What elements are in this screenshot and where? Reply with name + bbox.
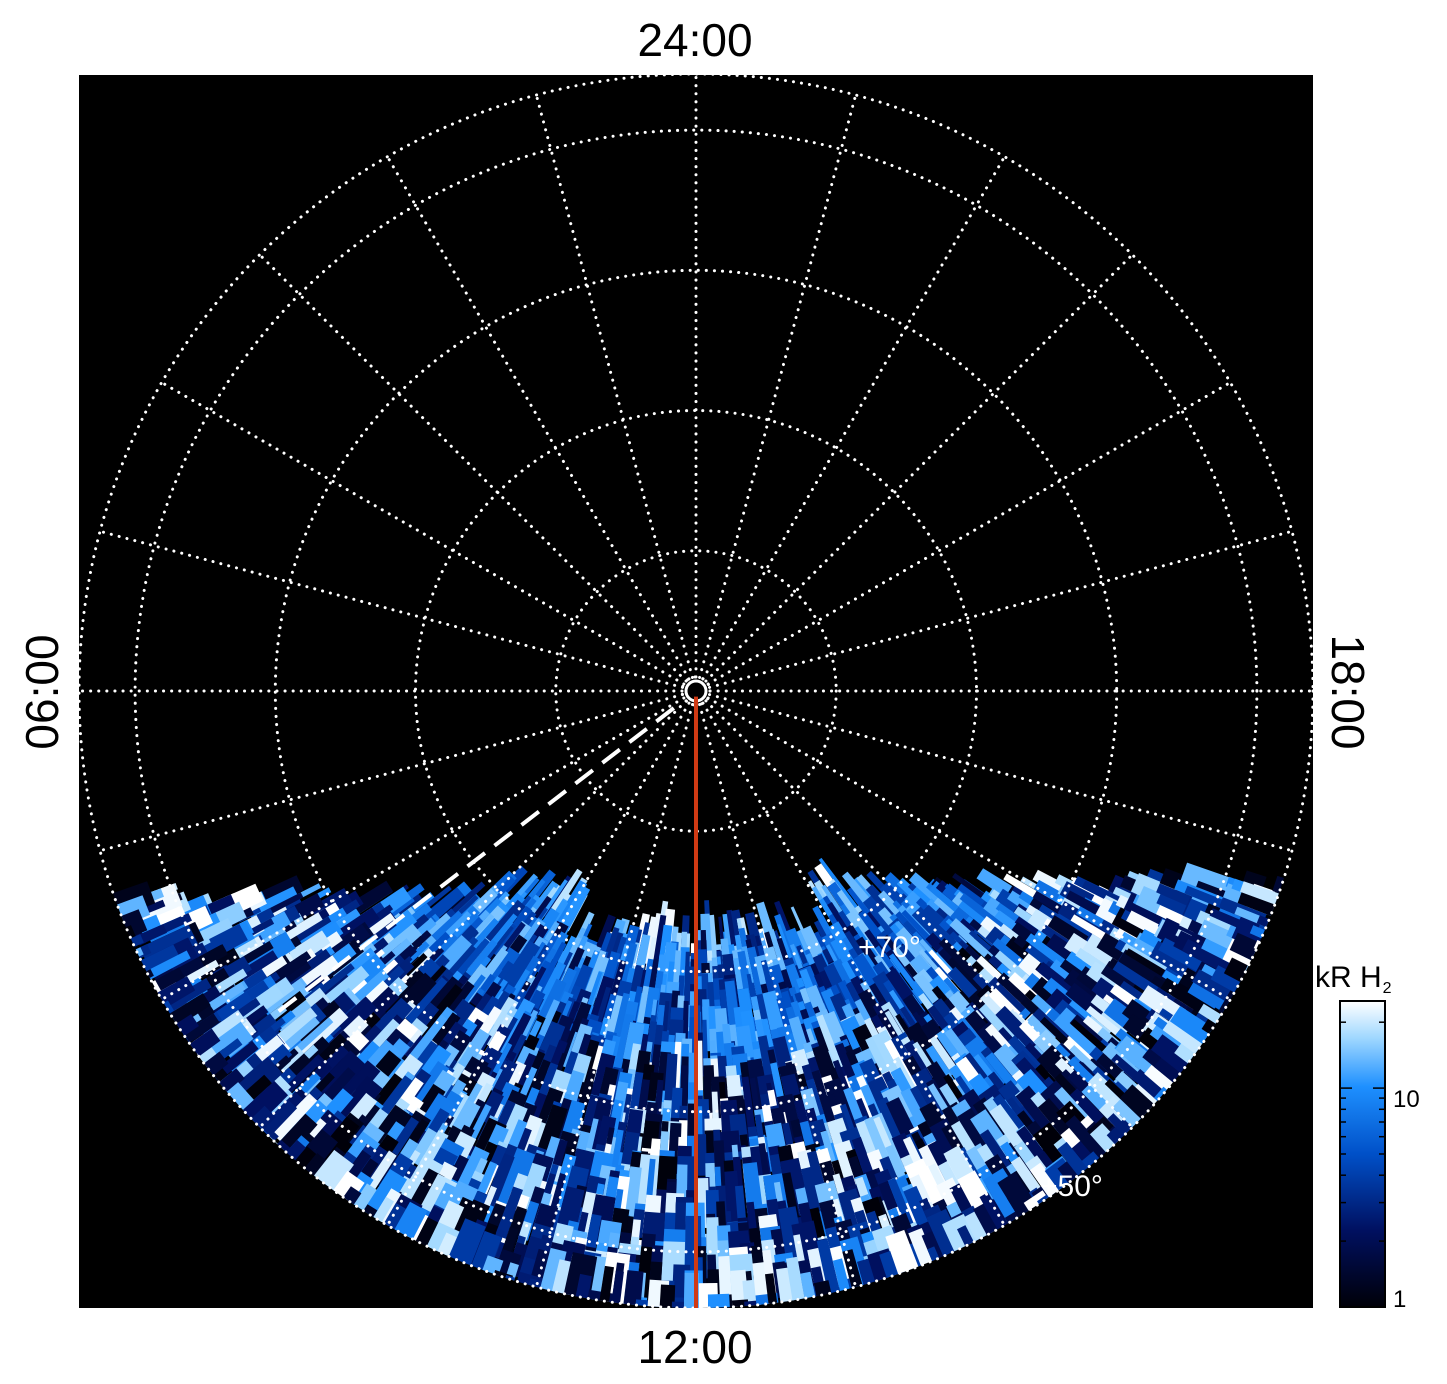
intensity-cell (845, 910, 884, 960)
colorbar: kR H2 1 10 (1315, 961, 1420, 1313)
intensity-cell (555, 935, 578, 971)
colorbar-title-subscript: 2 (1383, 980, 1392, 997)
intensity-cell (544, 868, 583, 922)
intensity-cell (611, 992, 630, 1044)
intensity-cell (959, 893, 1014, 938)
colorbar-tick-label-1: 1 (1393, 1286, 1406, 1313)
intensity-cell (534, 999, 563, 1046)
colorbar-title: kR H2 (1315, 961, 1392, 997)
lat-label-50: +50° (1040, 1170, 1103, 1203)
intensity-cell (818, 857, 860, 912)
intensity-cell (459, 939, 498, 985)
intensity-cell (613, 1013, 635, 1070)
intensity-cell (938, 938, 988, 988)
intensity-cell (895, 927, 943, 980)
intensity-cell (883, 978, 920, 1027)
intensity-cell (741, 1076, 757, 1137)
lt-label-top: 24:00 (637, 14, 752, 66)
intensity-cell (532, 941, 567, 1001)
lt-label-left: 06:00 (16, 634, 68, 749)
intensity-cell (837, 979, 861, 1016)
intensity-cell (419, 984, 463, 1035)
lt-label-bottom: 12:00 (637, 1321, 752, 1373)
lt-label-right: 18:00 (1322, 634, 1374, 749)
intensity-cell (821, 884, 847, 921)
intensity-cell (651, 914, 667, 974)
lat-label-70: +70° (858, 931, 921, 964)
colorbar-tick-label-10: 10 (1393, 1086, 1420, 1113)
intensity-cell (526, 950, 548, 983)
intensity-cell (478, 899, 526, 954)
intensity-cell (481, 996, 519, 1048)
colorbar-title-main: kR H (1315, 961, 1382, 994)
intensity-cell (495, 940, 541, 999)
colorbar-gradient (1339, 1000, 1386, 1308)
intensity-cell (949, 918, 996, 962)
